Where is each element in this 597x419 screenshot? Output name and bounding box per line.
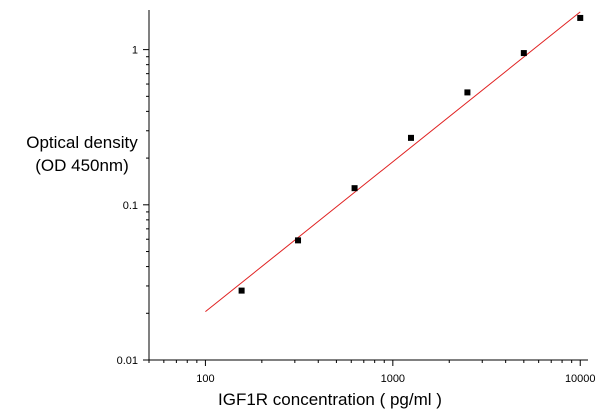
data-point <box>238 287 245 294</box>
y-axis-label-line-2: (OD 450nm) <box>35 156 129 175</box>
data-point <box>351 185 358 192</box>
x-tick-label: 1000 <box>381 373 405 385</box>
y-tick-label: 1 <box>132 45 138 57</box>
x-tick-label: 10000 <box>565 373 596 385</box>
y-tick-label: 0.1 <box>123 200 138 212</box>
y-tick-label: 0.01 <box>117 355 138 367</box>
x-tick-label: 100 <box>196 373 214 385</box>
data-point <box>520 50 527 57</box>
data-point <box>295 237 302 244</box>
data-point <box>464 89 471 96</box>
fit-line <box>205 11 581 313</box>
y-axis-label-line-1: Optical density <box>26 133 138 152</box>
data-points-layer <box>238 14 584 294</box>
fit-line-layer <box>205 11 581 313</box>
data-point <box>407 134 414 141</box>
y-axis-label: Optical density (OD 450nm) <box>8 131 156 177</box>
axes: 100 1000 10000 1 0.1 0.01 <box>117 10 596 385</box>
x-axis-label: IGF1R concentration ( pg/ml ) <box>218 390 442 409</box>
data-point <box>577 14 584 21</box>
